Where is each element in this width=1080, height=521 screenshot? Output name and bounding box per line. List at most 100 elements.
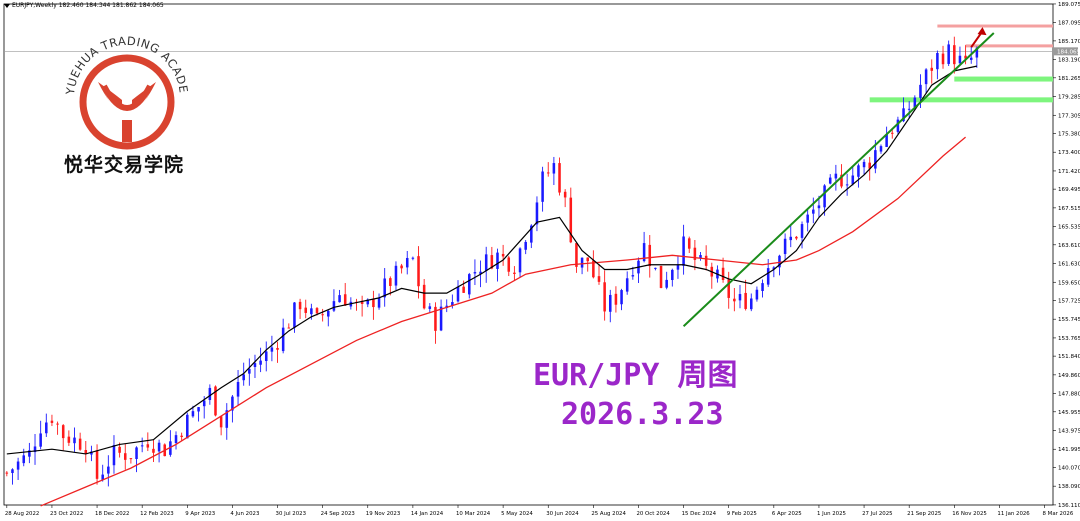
candle-body — [372, 298, 375, 308]
y-tick-label: 187.095 — [1058, 21, 1080, 27]
candle-body — [592, 260, 595, 278]
current-price-label: 184.065 — [1057, 49, 1080, 55]
candle-body — [513, 272, 516, 274]
candle-body — [479, 271, 482, 274]
candle-body — [665, 279, 668, 288]
candle-body — [394, 265, 398, 286]
candle-body — [676, 265, 680, 270]
academy-logo: YUEHUA TRADING ACADEMY — [52, 20, 190, 150]
candle-body — [575, 243, 578, 267]
x-tick-label: 16 Nov 2025 — [952, 511, 987, 517]
y-tick-label: 151.840 — [1058, 354, 1080, 360]
candle-body — [597, 276, 601, 282]
candle-body — [586, 257, 589, 262]
x-tick-label: 11 Jan 2026 — [997, 511, 1030, 517]
y-tick-label: 159.650 — [1058, 280, 1080, 286]
candle-body — [896, 119, 900, 132]
candle-body — [202, 400, 206, 407]
candle-body — [857, 165, 860, 177]
candle-body — [298, 301, 302, 310]
dropdown-triangle-icon — [4, 3, 10, 8]
candle-body — [806, 214, 809, 223]
candle-body — [5, 472, 9, 474]
candle-body — [958, 55, 962, 64]
chart-header: EURJPY,Weekly 182.460 184.344 181.862 18… — [4, 2, 164, 9]
candle-body — [33, 446, 37, 453]
y-tick-label: 136.110 — [1058, 503, 1080, 509]
candle-body — [422, 284, 426, 309]
candle-body — [750, 298, 753, 310]
candle-body — [343, 294, 347, 306]
candle-body — [242, 374, 245, 381]
candle-body — [879, 146, 883, 152]
x-tick-label: 9 Feb 2025 — [727, 511, 757, 517]
resistance-zone — [937, 24, 1053, 28]
candle-body — [693, 247, 697, 260]
candle-body — [913, 97, 917, 108]
candle-body — [191, 411, 195, 417]
x-tick-label: 30 Jun 2024 — [546, 511, 579, 517]
candle-body — [400, 265, 403, 269]
candle-body — [874, 150, 877, 169]
candle-body — [473, 272, 477, 274]
annotation-date: 2026.3.23 — [561, 397, 724, 432]
candle-body — [67, 436, 71, 443]
candle-body — [293, 302, 296, 328]
candle-body — [699, 255, 702, 259]
x-tick-label: 9 Apr 2023 — [185, 511, 215, 517]
candle-body — [310, 308, 313, 315]
candle-body — [197, 407, 200, 412]
ma-fast-line — [6, 65, 977, 455]
candle-body — [146, 444, 150, 448]
candle-body — [614, 293, 618, 305]
y-tick-label: 165.535 — [1058, 225, 1080, 231]
y-tick-label: 181.265 — [1058, 76, 1080, 82]
candle-body — [783, 238, 787, 255]
y-tick-label: 189.075 — [1058, 2, 1080, 8]
candle-body — [140, 445, 144, 447]
x-tick-label: 27 Jul 2025 — [862, 511, 893, 517]
y-tick-label: 163.610 — [1058, 243, 1080, 249]
y-tick-label: 149.860 — [1058, 373, 1080, 379]
candle-body — [704, 255, 708, 266]
candle-body — [727, 279, 730, 298]
x-tick-label: 10 Mar 2024 — [456, 511, 491, 517]
candle-body — [264, 351, 268, 361]
candle-body — [90, 451, 93, 455]
candle-body — [580, 257, 584, 268]
candle-body — [377, 297, 381, 308]
candle-body — [766, 268, 770, 285]
candle-body — [332, 301, 336, 311]
candle-body — [248, 368, 251, 374]
candle-body — [281, 327, 285, 352]
candle-body — [95, 450, 99, 479]
candle-body — [315, 308, 319, 314]
candle-body — [28, 450, 31, 457]
candle-body — [936, 53, 939, 70]
candle-body — [671, 269, 674, 281]
y-tick-label: 161.630 — [1058, 262, 1080, 268]
candle-body — [123, 453, 127, 460]
y-tick-label: 140.070 — [1058, 465, 1080, 471]
candle-body — [389, 278, 392, 286]
candle-body — [902, 108, 905, 122]
candle-body — [924, 69, 928, 85]
plot-frame — [3, 3, 1054, 506]
candle-body — [304, 307, 307, 313]
candle-body — [687, 238, 691, 249]
candle-body — [772, 267, 776, 270]
candle-body — [468, 274, 471, 295]
candle-body — [535, 202, 539, 225]
y-tick-label: 147.880 — [1058, 392, 1080, 398]
candle-body — [530, 225, 533, 243]
candle-body — [118, 446, 121, 453]
x-tick-label: 12 Feb 2023 — [140, 511, 174, 517]
candle-body — [546, 172, 550, 174]
candle-body — [609, 294, 612, 312]
candle-body — [507, 257, 511, 272]
candle-body — [451, 302, 454, 306]
candle-body — [964, 55, 967, 59]
candle-body — [812, 209, 815, 214]
candle-body — [253, 363, 257, 367]
candle-body — [778, 255, 781, 268]
